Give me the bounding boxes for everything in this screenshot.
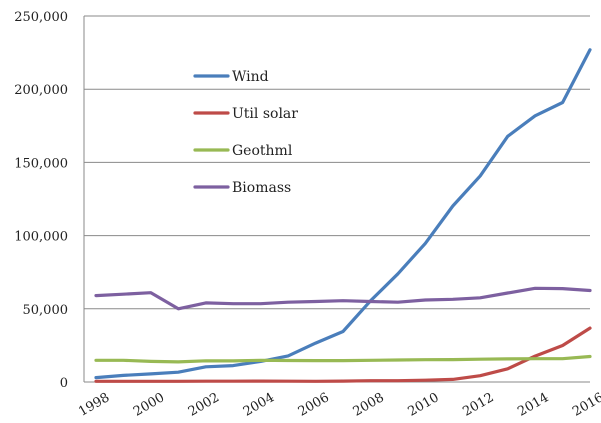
y-axis-tick-labels: 0 50,000 100,000 150,000 200,000 250,000 bbox=[14, 10, 68, 391]
legend-label-biomass: Biomass bbox=[232, 180, 291, 196]
x-tick-label: 2012 bbox=[460, 390, 496, 420]
x-tick-label: 2000 bbox=[131, 390, 167, 420]
x-tick-label: 2004 bbox=[241, 390, 277, 420]
series-line-geothml bbox=[94, 354, 592, 364]
y-tick-label: 250,000 bbox=[14, 10, 68, 25]
y-tick-label: 200,000 bbox=[14, 83, 68, 98]
x-tick-label: 2016 bbox=[570, 390, 601, 420]
x-tick-label: 2006 bbox=[296, 390, 332, 420]
gridlines bbox=[84, 15, 590, 310]
x-tick-label: 2010 bbox=[406, 390, 442, 420]
x-tick-label: 2002 bbox=[186, 390, 222, 420]
y-tick-label: 0 bbox=[60, 376, 68, 391]
x-axis-tick-labels: 1998 2000 2002 2004 2006 2008 2010 2012 2014 2016 bbox=[76, 390, 601, 420]
legend: Wind Util solar Geothml Biomass bbox=[193, 69, 298, 196]
legend-label-util-solar: Util solar bbox=[232, 106, 298, 122]
y-tick-label: 150,000 bbox=[14, 156, 68, 171]
axes bbox=[83, 16, 590, 383]
series-lines bbox=[94, 48, 592, 383]
legend-label-wind: Wind bbox=[232, 69, 269, 85]
x-tick-label: 2008 bbox=[351, 390, 387, 420]
x-tick-label: 1998 bbox=[76, 390, 112, 420]
series-line-wind bbox=[94, 48, 592, 380]
legend-label-geothml: Geothml bbox=[232, 143, 293, 159]
x-tick-label: 2014 bbox=[515, 390, 551, 420]
y-tick-label: 50,000 bbox=[23, 303, 69, 318]
series-line-util-solar bbox=[94, 326, 592, 383]
series-line-biomass bbox=[94, 286, 592, 311]
y-tick-label: 100,000 bbox=[14, 230, 68, 245]
